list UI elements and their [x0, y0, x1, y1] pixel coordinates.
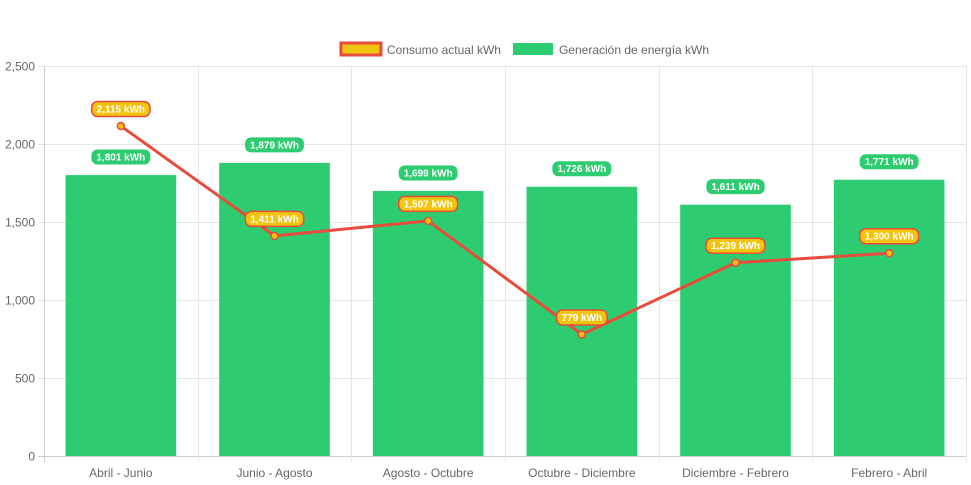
- legend-swatch: [512, 43, 553, 55]
- data-label: 2,115 kWh: [90, 100, 151, 118]
- line-point[interactable]: [577, 330, 587, 339]
- data-label: 779 kWh: [555, 309, 608, 326]
- line-point[interactable]: [884, 248, 894, 258]
- data-label: 1,611 kWh: [706, 179, 765, 195]
- x-tick-label: Junio - Agosto: [236, 466, 312, 480]
- data-label-bg: [705, 237, 766, 254]
- bar-series: [65, 162, 945, 456]
- data-label-text: 1,239 kWh: [711, 241, 760, 252]
- data-label-bg: [245, 137, 304, 153]
- data-label-text: 779 kWh: [562, 313, 603, 324]
- line-point[interactable]: [731, 258, 740, 267]
- data-label-bg: [244, 210, 305, 228]
- data-label-bg: [397, 195, 459, 213]
- x-tick-label: Diciembre - Febrero: [682, 466, 789, 480]
- data-label: 1,699 kWh: [398, 165, 458, 181]
- legend[interactable]: Consumo actual kWh Generación de energía …: [339, 41, 709, 57]
- line-point[interactable]: [270, 231, 279, 241]
- data-label: 1,771 kWh: [859, 154, 919, 170]
- data-label: 1,507 kWh: [397, 195, 459, 213]
- data-label: 1,879 kWh: [245, 137, 304, 153]
- legend-item[interactable]: Generación de energía kWh: [512, 43, 709, 57]
- legend-swatch: [339, 41, 383, 57]
- data-label-bg: [90, 100, 151, 118]
- grid: [38, 66, 967, 462]
- x-tick-label: Octubre - Diciembre: [528, 466, 636, 480]
- x-tick-label: Agosto - Octubre: [383, 466, 474, 480]
- data-label-text: 1,611 kWh: [711, 182, 759, 193]
- y-tick-label: 500: [15, 372, 35, 386]
- legend-label: Generación de energía kWh: [559, 43, 709, 57]
- data-label-bg: [706, 179, 765, 195]
- y-tick-label: 1,500: [5, 216, 35, 230]
- data-label-bg: [91, 149, 151, 165]
- y-tick-label: 2,000: [5, 138, 35, 152]
- y-tick-label: 2,500: [5, 60, 35, 74]
- data-label-text: 1,699 kWh: [404, 168, 453, 179]
- data-label: 1,239 kWh: [705, 237, 766, 254]
- data-label-text: 1,411 kWh: [250, 214, 298, 225]
- y-tick-label: 0: [28, 450, 35, 464]
- bar[interactable]: [65, 175, 177, 456]
- data-label-text: 1,879 kWh: [250, 140, 299, 151]
- data-label-bg: [552, 161, 612, 177]
- y-tick-label: 1,000: [5, 294, 35, 308]
- bar[interactable]: [372, 190, 484, 456]
- line-point[interactable]: [423, 216, 433, 226]
- data-label: 1,411 kWh: [244, 210, 305, 228]
- data-label-text: 1,771 kWh: [865, 157, 914, 168]
- line-point[interactable]: [116, 121, 126, 131]
- data-labels: 1,801 kWh 1,879 kWh 1,699 kWh 1,726 kWh 1,61…: [90, 100, 920, 326]
- data-label-text: 1,801 kWh: [96, 153, 145, 164]
- axes: 0 500 1,000 1,500 2,000 2,500 Abril - Junio Jun…: [5, 60, 927, 481]
- data-label-text: 1,507 kWh: [404, 199, 453, 210]
- legend-label: Consumo actual kWh: [387, 43, 501, 57]
- data-label-text: 2,115 kWh: [97, 105, 145, 116]
- x-tick-label: Febrero - Abril: [851, 466, 927, 480]
- legend-item[interactable]: Consumo actual kWh: [339, 41, 501, 57]
- bar[interactable]: [833, 179, 945, 456]
- data-label-bg: [555, 309, 608, 326]
- data-label-bg: [859, 154, 919, 170]
- data-label-text: 1,300 kWh: [865, 232, 914, 243]
- data-label: 1,300 kWh: [858, 227, 920, 245]
- data-label: 1,726 kWh: [552, 161, 612, 177]
- data-label-bg: [858, 227, 920, 245]
- data-label-bg: [398, 165, 458, 181]
- data-label: 1,801 kWh: [91, 149, 151, 165]
- x-tick-label: Abril - Junio: [89, 466, 153, 480]
- data-label-text: 1,726 kWh: [557, 164, 606, 175]
